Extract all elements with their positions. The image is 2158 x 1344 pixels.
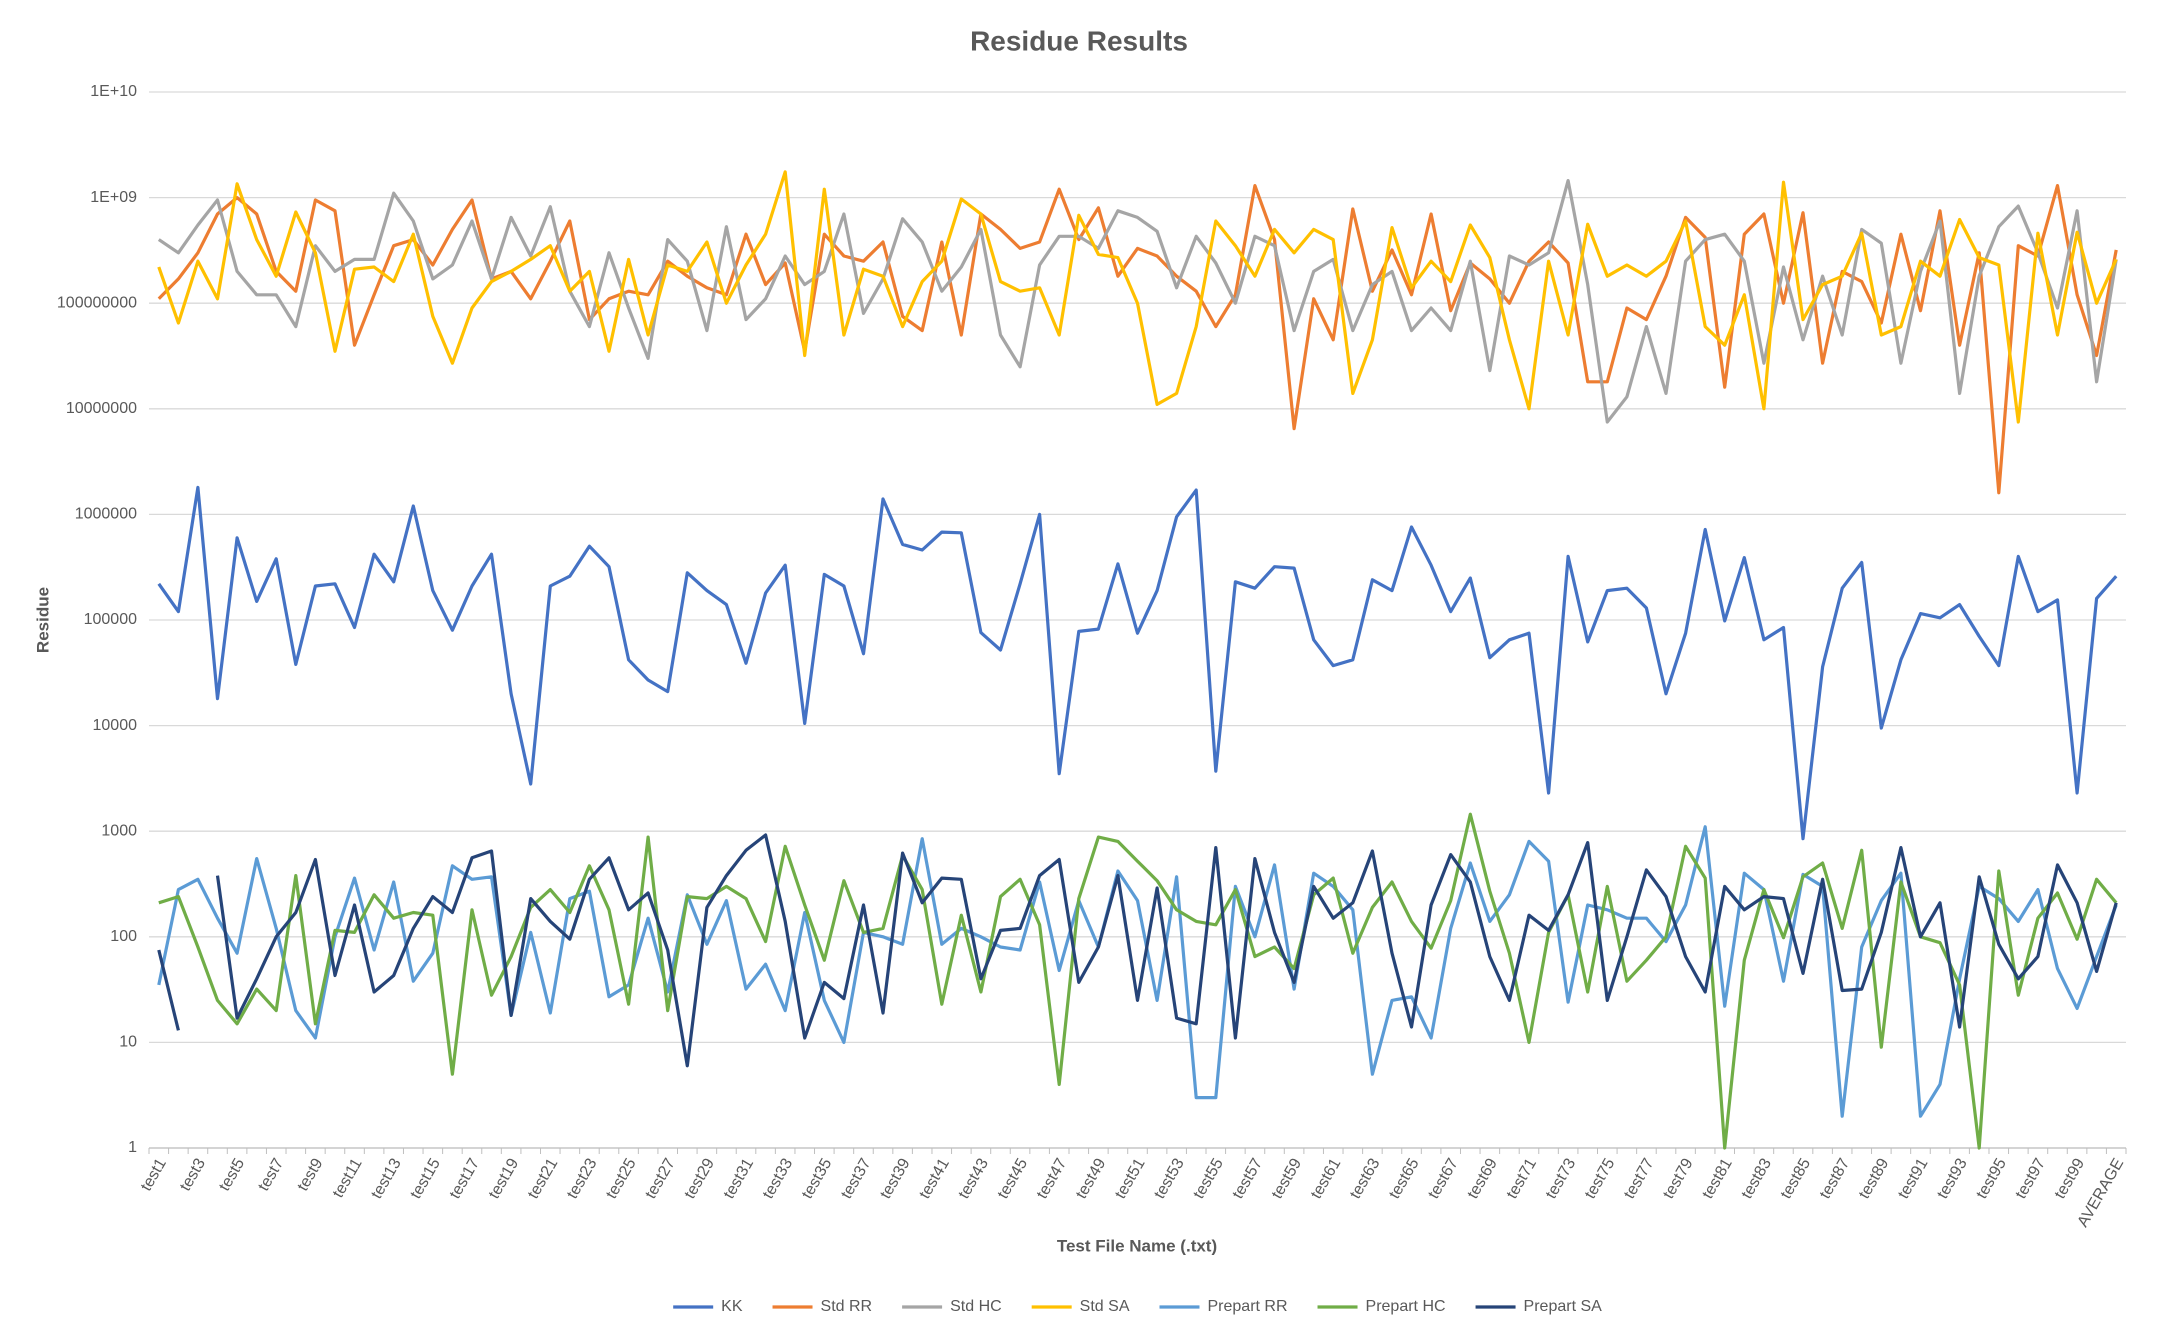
series-line	[157, 833, 2118, 1068]
x-tick-label: test47	[1034, 1156, 1071, 1202]
x-tick-label: test99	[2052, 1156, 2089, 1202]
x-tick-label: test51	[1112, 1156, 1149, 1202]
x-tick-label: test3	[177, 1156, 209, 1195]
chart-title: Residue Results	[970, 25, 1188, 56]
x-tick-label: test1	[138, 1156, 170, 1195]
x-tick-label: test77	[1621, 1156, 1658, 1202]
x-tick-label: test21	[525, 1156, 562, 1202]
x-tick-label: test91	[1895, 1156, 1932, 1202]
y-tick-label: 1000000	[75, 506, 137, 523]
y-tick-label: 10000000	[66, 400, 137, 417]
x-tick-label: test45	[995, 1156, 1032, 1202]
x-tick-label: test31	[721, 1156, 758, 1202]
series-line	[157, 170, 2118, 424]
x-tick-label: test13	[368, 1156, 405, 1202]
x-tick-label: test33	[760, 1156, 797, 1202]
x-tick-label: test81	[1699, 1156, 1736, 1202]
x-tick-label: test79	[1660, 1156, 1697, 1202]
x-tick-label: test59	[1269, 1156, 1306, 1202]
x-tick-label: test85	[1778, 1156, 1815, 1202]
series-line	[157, 179, 2118, 424]
x-tick-label: test11	[330, 1156, 366, 1201]
x-tick-label: test89	[1856, 1156, 1893, 1202]
x-tick-label: test17	[447, 1156, 484, 1202]
y-tick-label: 1E+10	[90, 83, 137, 100]
legend-label: Std RR	[821, 1298, 873, 1315]
x-tick-label: test29	[681, 1156, 718, 1202]
legend-label: Std SA	[1080, 1298, 1130, 1315]
x-tick-label: test63	[1347, 1156, 1384, 1202]
x-tick-label: test61	[1308, 1156, 1345, 1202]
y-tick-label: 10	[119, 1034, 137, 1051]
x-tick-label: test95	[1973, 1156, 2010, 1202]
y-tick-label: 1000	[101, 822, 137, 839]
y-tick-label: 100000	[84, 611, 137, 628]
x-tick-label: test7	[255, 1156, 287, 1195]
legend-label: Std HC	[950, 1298, 1002, 1315]
series-line	[157, 825, 2118, 1118]
x-tick-label: test37	[838, 1156, 875, 1202]
x-tick-label: test43	[956, 1156, 993, 1202]
x-tick-label: test93	[1934, 1156, 1971, 1202]
x-tick-label: test53	[1151, 1156, 1188, 1202]
y-tick-label: 10000	[93, 717, 138, 734]
x-tick-label: test15	[407, 1156, 444, 1202]
y-tick-label: 1	[128, 1139, 137, 1156]
y-tick-label: 1E+09	[90, 189, 137, 206]
y-axis-title: Residue	[33, 587, 52, 653]
x-tick-label: test83	[1738, 1156, 1775, 1202]
x-tick-label: test57	[1230, 1156, 1267, 1202]
x-tick-label: test27	[642, 1156, 679, 1202]
series-line	[157, 184, 2118, 495]
x-tick-label: test67	[1425, 1156, 1462, 1202]
x-tick-label: test25	[603, 1156, 640, 1202]
x-tick-label: test55	[1190, 1156, 1227, 1202]
x-tick-label: test97	[2013, 1156, 2050, 1202]
series-line	[157, 485, 2118, 841]
legend-label: Prepart SA	[1524, 1298, 1603, 1315]
x-tick-label: test35	[799, 1156, 836, 1202]
legend-label: Prepart HC	[1366, 1298, 1446, 1315]
y-tick-label: 100	[110, 928, 137, 945]
x-tick-label: test9	[294, 1156, 326, 1195]
legend-label: Prepart RR	[1207, 1298, 1287, 1315]
x-tick-label: test39	[877, 1156, 914, 1202]
x-tick-label: test19	[486, 1156, 523, 1202]
x-tick-label: test23	[564, 1156, 601, 1202]
legend-label: KK	[721, 1298, 743, 1315]
legend: KK Std RR Std HC Std SA Prepart RR Prepart HC…	[673, 1298, 1602, 1315]
x-tick-label: test69	[1464, 1156, 1501, 1202]
x-tick-label: test87	[1817, 1156, 1854, 1202]
x-tick-label: test73	[1543, 1156, 1580, 1202]
x-tick-label: test65	[1386, 1156, 1423, 1202]
x-tick-label: test71	[1504, 1156, 1541, 1202]
x-tick-label: test75	[1582, 1156, 1619, 1202]
y-tick-label: 100000000	[57, 294, 137, 311]
x-tick-label: test41	[916, 1156, 953, 1202]
x-tick-label: test5	[216, 1156, 248, 1195]
x-axis-title: Test File Name (.txt)	[1057, 1236, 1217, 1255]
x-tick-label: test49	[1073, 1156, 1110, 1202]
